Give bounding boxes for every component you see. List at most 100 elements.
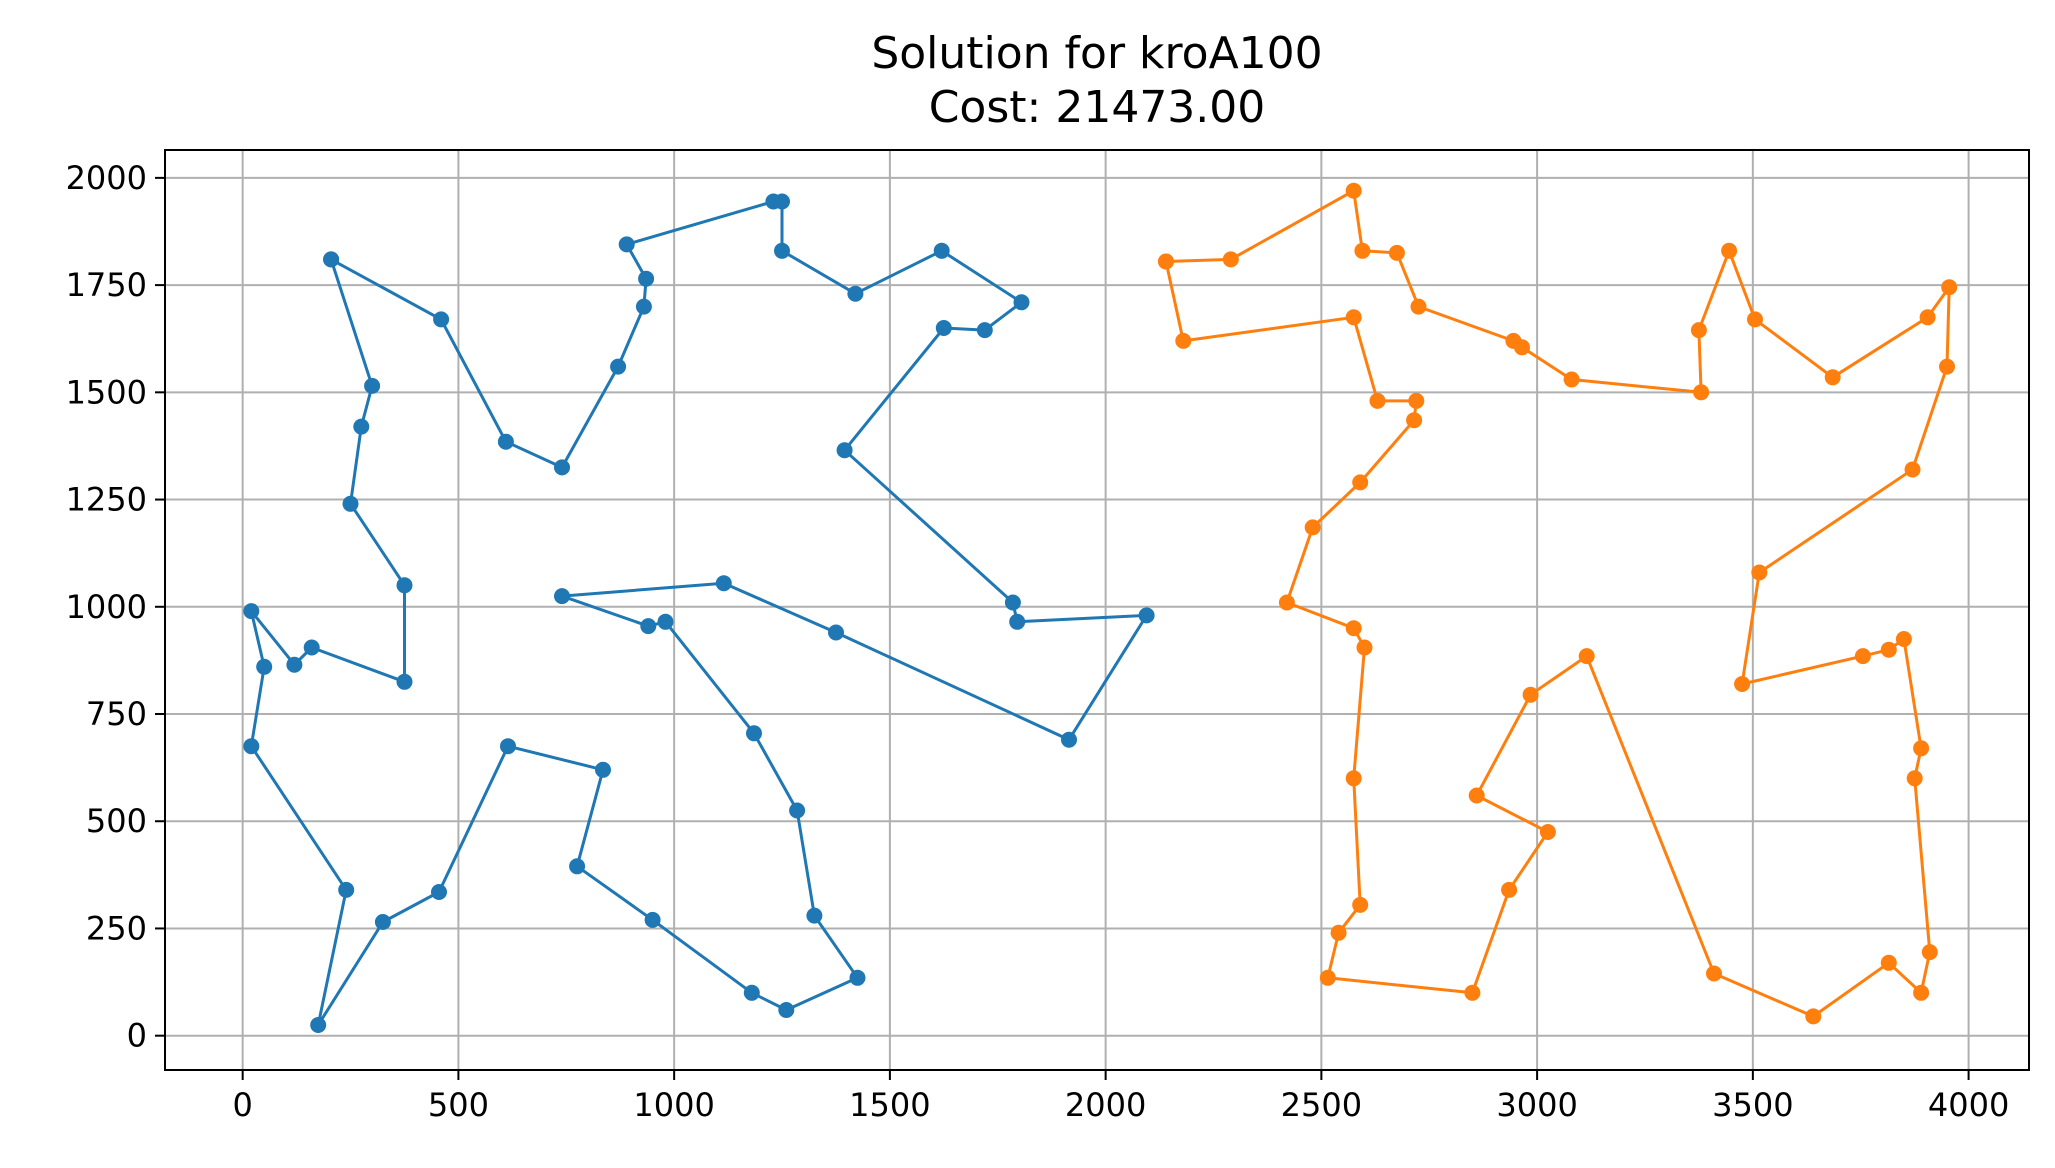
series-2 (1158, 182, 1958, 1025)
series-1-point (644, 911, 661, 928)
series-1-point (1013, 294, 1030, 311)
x-tick-label: 1000 (633, 1086, 714, 1124)
series-1-point (847, 285, 864, 302)
series-1-point (303, 639, 320, 656)
series-1-point (286, 656, 303, 673)
series-1-point (342, 495, 359, 512)
series-2-point (1921, 944, 1938, 961)
series-2-point (1805, 1008, 1822, 1025)
y-tick-label: 250 (86, 909, 147, 947)
series-1-point (396, 673, 413, 690)
y-tick-label: 500 (86, 802, 147, 840)
series-1-point (640, 618, 657, 635)
series-2-point (1721, 242, 1738, 259)
series-1-point (323, 251, 340, 268)
series-1-point (657, 613, 674, 630)
series-2-point (1919, 309, 1936, 326)
series-1-point (828, 624, 844, 641)
series-1-point (1138, 607, 1155, 624)
y-tick-label: 1000 (66, 588, 147, 626)
series-2-point (1563, 371, 1580, 388)
series-1-point (806, 907, 823, 924)
series-2-point (1410, 298, 1427, 315)
series-2-point (1693, 384, 1710, 401)
series-1-point (618, 236, 635, 253)
series-2-point (1406, 412, 1423, 429)
series-2-point (1904, 461, 1921, 478)
series-2-point (1222, 251, 1239, 268)
series-2-point (1408, 392, 1425, 409)
y-tick-label: 0 (127, 1017, 147, 1055)
series-1-point (353, 418, 370, 435)
series-2-point (1514, 339, 1530, 356)
series-2-point (1824, 369, 1841, 386)
series-2-point (1854, 648, 1871, 665)
series-2-point (1345, 182, 1362, 199)
series-1-point (554, 588, 570, 605)
series-2-point (1345, 309, 1362, 326)
series-2-point (1880, 954, 1897, 971)
series-1-point (715, 575, 732, 592)
series-1-point (497, 433, 514, 450)
series-2-point (1941, 279, 1958, 296)
series-1-point (935, 320, 952, 336)
series-1-point (1061, 731, 1077, 748)
series-2-point (1175, 332, 1192, 349)
x-tick-label: 3500 (1712, 1086, 1793, 1124)
series-2-point (1747, 311, 1763, 328)
series-1-point (364, 377, 381, 394)
x-tick-label: 4000 (1928, 1086, 2009, 1124)
series-1-point (610, 358, 627, 375)
series-2-point (1501, 881, 1518, 898)
tick-layer: 0 500 1000 1500 2000 2500 3000 3500 4000 0 250 500 7… (66, 159, 2010, 1124)
series-1-point (500, 738, 516, 755)
series-2-point (1352, 474, 1369, 491)
series-2-point (1539, 824, 1556, 840)
series-1-point (431, 884, 447, 900)
series-2-point (1356, 639, 1373, 656)
series-1-line (249, 200, 1149, 1027)
series-1-point (635, 298, 652, 315)
grid-layer (165, 150, 2029, 1070)
series-2-point (1369, 392, 1386, 409)
series-1-point (849, 969, 866, 986)
series-1-point (746, 725, 762, 742)
series-2-point (1578, 648, 1595, 665)
series-2-point (1913, 984, 1930, 1001)
series-2-point (1468, 787, 1485, 804)
series-1-point (374, 914, 391, 930)
y-tick-label: 1750 (66, 266, 147, 304)
x-tick-label: 500 (428, 1086, 489, 1124)
series-2-point (1352, 896, 1369, 913)
series-1-point (569, 858, 586, 875)
series-2-point (1939, 358, 1955, 375)
y-tick-label: 1500 (66, 373, 147, 411)
series-2-point (1690, 322, 1707, 339)
series-1-point (1009, 613, 1026, 630)
series-2-point (1734, 676, 1751, 692)
series-1-point (396, 577, 413, 594)
x-tick-label: 1500 (849, 1086, 930, 1124)
series-1-point (1004, 594, 1021, 611)
series-2-point (1522, 686, 1539, 703)
series-2-point (1345, 620, 1362, 637)
series-1-point (554, 459, 570, 476)
series-2-point (1906, 770, 1923, 787)
series-1-point (774, 242, 790, 259)
y-tick-label: 750 (86, 695, 147, 733)
series-1-point (433, 311, 450, 328)
series-1-point (778, 1002, 795, 1018)
y-tick-label: 2000 (66, 159, 147, 197)
series-1-point (595, 761, 611, 778)
series-2-point (1880, 641, 1897, 658)
series-1-point (789, 802, 806, 819)
series-1 (243, 193, 1155, 1033)
series-1-point (836, 442, 853, 459)
series-2-point (1304, 519, 1321, 536)
series-1-point (638, 270, 655, 287)
plot-frame (164, 149, 2030, 1071)
series-2-point (1388, 244, 1405, 261)
series-1-point (256, 658, 273, 675)
series-2-point (1330, 924, 1347, 941)
